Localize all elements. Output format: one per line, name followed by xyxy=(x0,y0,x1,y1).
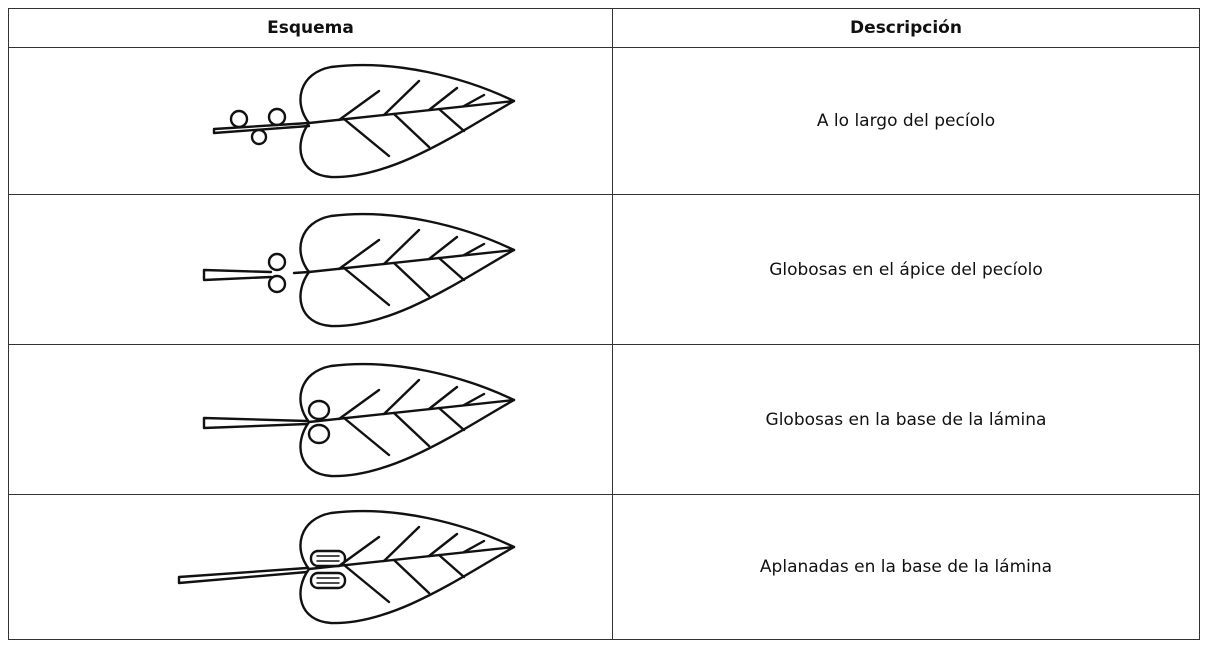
description: Aplanadas en la base de la lámina xyxy=(612,494,1200,640)
schema-cell xyxy=(8,47,613,195)
row: A lo largo del pecíolo xyxy=(8,47,1200,195)
description: A lo largo del pecíolo xyxy=(612,47,1200,195)
description: Globosas en la base de la lámina xyxy=(612,344,1200,495)
schema-cell xyxy=(8,344,613,495)
header-cell: Esquema xyxy=(8,8,613,48)
schema-cell xyxy=(8,494,613,640)
schema-cell xyxy=(8,194,613,345)
row: Globosas en la base de la lámina xyxy=(8,344,1200,495)
header-cell: Descripción xyxy=(612,8,1200,48)
leaf-drawing xyxy=(202,212,516,327)
table: Esquema Descripción A lo largo del pecío… xyxy=(8,8,1200,640)
leaf-drawing xyxy=(177,509,516,625)
row: Aplanadas en la base de la lámina xyxy=(8,494,1200,640)
description: Globosas en el ápice del pecíolo xyxy=(612,194,1200,345)
row: Globosas en el ápice del pecíolo xyxy=(8,194,1200,345)
leaf-drawing xyxy=(212,63,516,179)
header-row: Esquema Descripción xyxy=(8,8,1200,48)
leaf-drawing xyxy=(202,362,516,477)
